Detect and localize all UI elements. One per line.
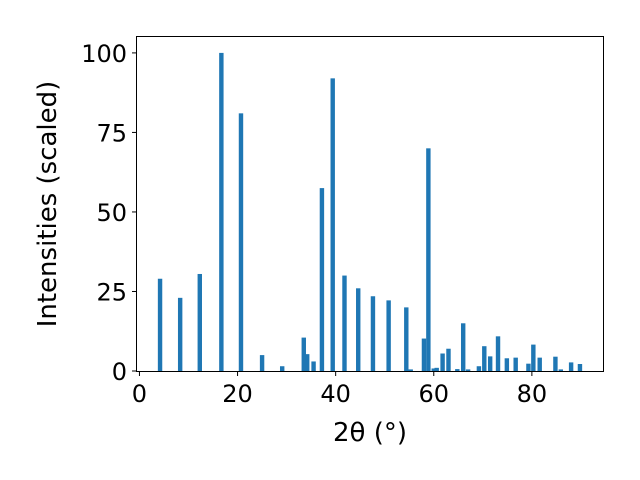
bar [460, 323, 466, 371]
x-tick-label: 40 [320, 380, 351, 408]
bar [157, 278, 163, 371]
y-tick-label: 25 [96, 278, 127, 306]
bars-layer [157, 52, 583, 372]
bar [531, 344, 536, 371]
bar [431, 368, 436, 371]
bar [342, 275, 347, 371]
bar [305, 354, 310, 371]
plot-frame [136, 36, 604, 372]
y-tick-label: 100 [81, 40, 127, 68]
bar [455, 369, 460, 371]
bar [319, 188, 325, 371]
bar [330, 78, 335, 371]
bar [440, 353, 445, 371]
bar [426, 148, 431, 371]
bar [526, 363, 531, 371]
bar [487, 356, 493, 371]
y-tick-label: 0 [112, 358, 127, 386]
x-axis-label: 2θ (°) [333, 418, 407, 448]
bar [311, 361, 316, 371]
bar [482, 346, 487, 371]
bar [279, 366, 285, 371]
bar [434, 367, 439, 371]
y-tick-label: 50 [96, 199, 127, 227]
y-tick-label: 75 [96, 119, 127, 147]
bar [386, 300, 391, 371]
bar [558, 369, 564, 371]
bar [537, 357, 542, 371]
bar [259, 355, 265, 371]
bar [370, 296, 376, 371]
bar [446, 348, 451, 371]
bar [356, 288, 361, 371]
bar [421, 338, 427, 371]
bar [404, 307, 409, 371]
bar [513, 357, 518, 371]
bar [465, 369, 471, 371]
bar [577, 364, 583, 371]
bar [504, 358, 510, 371]
x-tick-label: 60 [418, 380, 449, 408]
bar [553, 356, 558, 371]
bar [301, 337, 306, 371]
bar [238, 113, 244, 371]
bar [568, 362, 574, 371]
y-axis-label: Intensities (scaled) [33, 81, 63, 328]
x-tick-label: 0 [132, 380, 147, 408]
x-tick-label: 20 [222, 380, 253, 408]
bar [476, 366, 482, 371]
ticks-layer: 0 20 40 60 80 0 25 50 75 100 [81, 40, 547, 408]
bar [197, 273, 202, 371]
bar [495, 336, 501, 371]
bar [219, 52, 224, 372]
x-tick-label: 80 [517, 380, 548, 408]
bar [177, 297, 183, 371]
bar [408, 369, 413, 371]
